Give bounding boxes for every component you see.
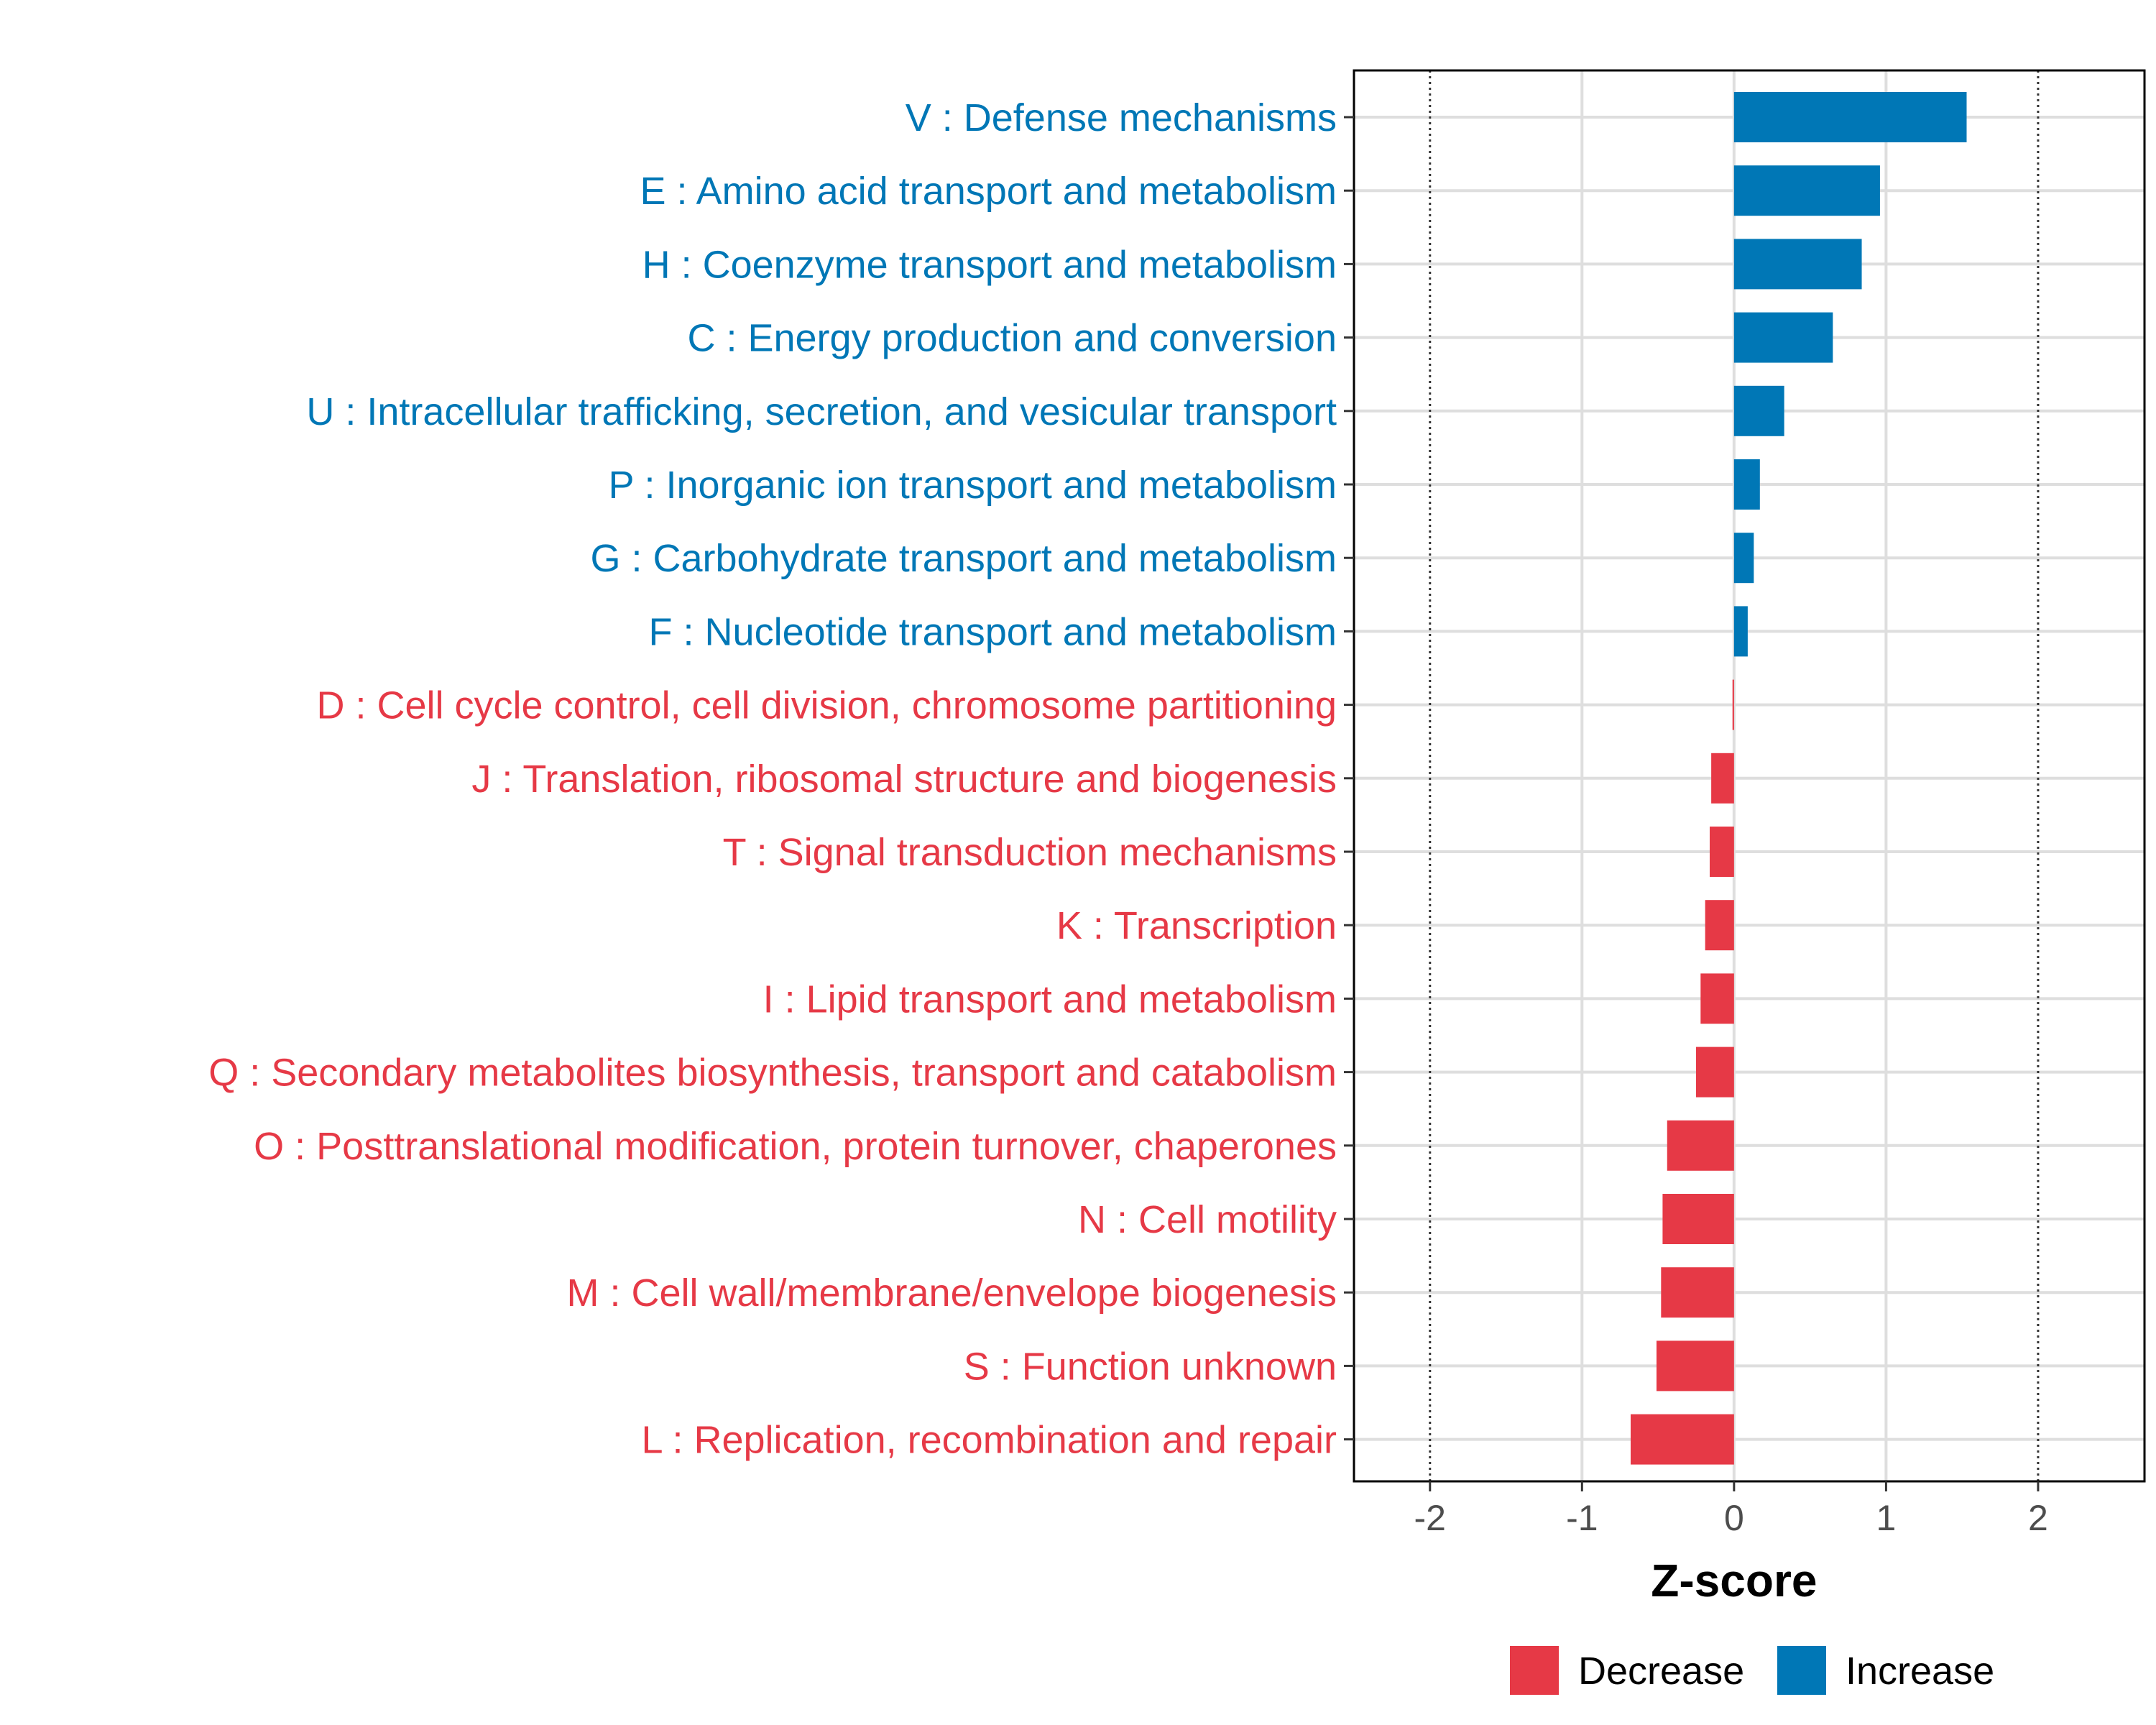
bar	[1662, 1194, 1734, 1244]
bar	[1733, 533, 1754, 584]
x-tick-label: 2	[2028, 1498, 2048, 1538]
category-label: F : Nucleotide transport and metabolism	[649, 610, 1337, 653]
bar	[1733, 92, 1967, 142]
gridlines	[1354, 70, 2145, 1481]
plot-border	[1353, 69, 2146, 1483]
category-label: P : Inorganic ion transport and metaboli…	[608, 464, 1337, 507]
legend-label: Decrease	[1578, 1650, 1744, 1693]
category-label: H : Coenzyme transport and metabolism	[642, 243, 1337, 286]
bar	[1705, 900, 1734, 951]
x-tick-label: 0	[1724, 1498, 1744, 1538]
category-label: T : Signal transduction mechanisms	[723, 831, 1337, 874]
legend-swatch	[1510, 1646, 1559, 1695]
category-label: C : Energy production and conversion	[687, 317, 1337, 360]
category-label: J : Translation, ribosomal structure and…	[471, 758, 1337, 801]
category-label: K : Transcription	[1056, 904, 1337, 947]
bar	[1733, 239, 1862, 290]
x-tick-label: -2	[1414, 1498, 1446, 1538]
bar	[1700, 973, 1734, 1024]
legend-label: Increase	[1846, 1650, 1994, 1693]
bar	[1656, 1340, 1734, 1392]
category-label: V : Defense mechanisms	[906, 96, 1337, 139]
bar	[1661, 1267, 1734, 1318]
category-label: E : Amino acid transport and metabolism	[640, 170, 1337, 213]
x-tick-label: 1	[1876, 1498, 1896, 1538]
bar	[1732, 679, 1734, 730]
bar	[1733, 165, 1880, 216]
category-label: I : Lipid transport and metabolism	[763, 978, 1337, 1021]
bar	[1733, 312, 1833, 363]
bar	[1711, 753, 1734, 804]
legend-swatch	[1777, 1646, 1826, 1695]
x-tick-label: -1	[1566, 1498, 1598, 1538]
bar	[1733, 459, 1760, 510]
x-axis-title: Z-score	[1651, 1555, 1817, 1606]
category-label: N : Cell motility	[1078, 1198, 1337, 1241]
category-labels: V : Defense mechanisms E : Amino acid tra…	[208, 96, 1354, 1462]
x-axis: -2 -1 0 1 2	[1414, 1481, 2048, 1538]
category-label: G : Carbohydrate transport and metabolis…	[591, 537, 1337, 580]
bars	[1631, 92, 1967, 1465]
category-label: U : Intracellular trafficking, secretion…	[306, 390, 1337, 433]
plot-frame	[1353, 69, 2146, 1483]
bar	[1667, 1120, 1734, 1171]
category-label: L : Replication, recombination and repai…	[641, 1419, 1337, 1462]
bar	[1710, 827, 1734, 877]
category-label: D : Cell cycle control, cell division, c…	[316, 684, 1337, 727]
category-label: O : Posttranslational modification, prot…	[254, 1125, 1337, 1168]
bar	[1631, 1414, 1734, 1465]
category-label: M : Cell wall/membrane/envelope biogenes…	[566, 1271, 1337, 1315]
bar	[1695, 1046, 1734, 1098]
category-label: Q : Secondary metabolites biosynthesis, …	[208, 1052, 1337, 1095]
bar	[1733, 606, 1748, 657]
category-label: S : Function unknown	[964, 1345, 1337, 1388]
bar	[1733, 385, 1784, 436]
legend: Decrease Increase	[1510, 1646, 1994, 1695]
